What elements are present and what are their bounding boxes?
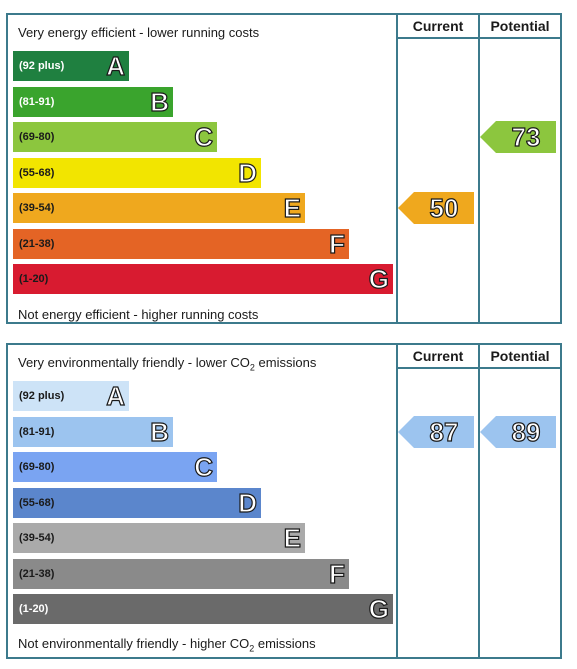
band-letter: A (106, 50, 126, 81)
current-rating-arrow: 50 (398, 192, 474, 224)
band-range-label: (92 plus) (19, 60, 65, 72)
rating-band-b: (81-91) B (13, 416, 173, 447)
column-divider (478, 15, 480, 322)
rating-band-d: (55-68) D (13, 487, 261, 518)
band-letter: E (283, 192, 302, 223)
band-range-label: (55-68) (19, 496, 55, 509)
band-letter: C (194, 121, 214, 152)
band-letter: G (368, 593, 389, 624)
rating-band-a: (92 plus) A (13, 380, 129, 412)
band-letter: E (283, 522, 302, 553)
band-range-label: (21-38) (19, 567, 55, 580)
band-range-label: (39-54) (19, 202, 55, 214)
band-letter: C (194, 451, 214, 482)
top-caption: Very environmentally friendly - lower CO… (18, 355, 317, 373)
band-range-label: (39-54) (19, 532, 55, 544)
header-rule (396, 37, 560, 39)
band-range-label: (1-20) (19, 273, 49, 285)
band-letter: A (106, 380, 126, 411)
potential-rating-arrow: 73 (480, 121, 556, 153)
current-column-header: Current (412, 348, 464, 364)
potential-rating-value: 73 (511, 121, 541, 152)
bottom-caption: Not energy efficient - higher running co… (18, 307, 259, 322)
rating-band-a: (92 plus) A (13, 50, 129, 82)
current-rating-value: 87 (429, 416, 459, 447)
band-letter: G (368, 263, 389, 294)
rating-band-f: (21-38) F (13, 558, 349, 589)
arrow-shape (480, 121, 556, 153)
band-range-label: (81-91) (19, 95, 55, 108)
band-range-label: (21-38) (19, 237, 55, 250)
energy-efficiency-chart: Current Potential Very energy efficient … (6, 13, 562, 324)
rating-band-c: (69-80) C (13, 451, 217, 483)
rating-band-g: (1-20) G (13, 593, 393, 625)
rating-band-c: (69-80) C (13, 121, 217, 153)
potential-column-header: Potential (490, 348, 550, 364)
top-caption: Very energy efficient - lower running co… (18, 25, 260, 40)
potential-rating-arrow: 89 (480, 415, 556, 448)
column-divider (396, 15, 398, 322)
arrow-shape (398, 192, 474, 224)
column-divider (396, 345, 398, 657)
arrow-shape (398, 415, 474, 448)
current-column-header: Current (412, 18, 464, 34)
band-range-label: (69-80) (19, 461, 55, 473)
band-letter: F (329, 228, 346, 259)
rating-band-b: (81-91) B (13, 86, 173, 117)
band-range-label: (81-91) (19, 425, 55, 438)
potential-rating-value: 89 (511, 416, 541, 447)
environmental-impact-chart: Current Potential Very environmentally f… (6, 343, 562, 659)
rating-band-e: (39-54) E (13, 522, 305, 554)
band-range-label: (69-80) (19, 131, 55, 143)
band-range-label: (55-68) (19, 166, 55, 179)
band-range-label: (1-20) (19, 603, 49, 615)
band-range-label: (92 plus) (19, 390, 65, 402)
potential-column-header: Potential (490, 18, 550, 34)
rating-band-f: (21-38) F (13, 228, 349, 259)
header-rule (396, 367, 560, 369)
rating-band-e: (39-54) E (13, 192, 305, 224)
band-letter: D (238, 487, 258, 518)
band-letter: B (150, 86, 170, 117)
band-letter: D (238, 157, 258, 188)
rating-band-g: (1-20) G (13, 263, 393, 295)
rating-band-d: (55-68) D (13, 157, 261, 188)
band-letter: F (329, 558, 346, 589)
bottom-caption: Not environmentally friendly - higher CO… (18, 636, 316, 654)
band-letter: B (150, 416, 170, 447)
current-rating-value: 50 (429, 192, 459, 223)
current-rating-arrow: 87 (398, 415, 474, 448)
arrow-shape (480, 415, 556, 448)
column-divider (478, 345, 480, 657)
